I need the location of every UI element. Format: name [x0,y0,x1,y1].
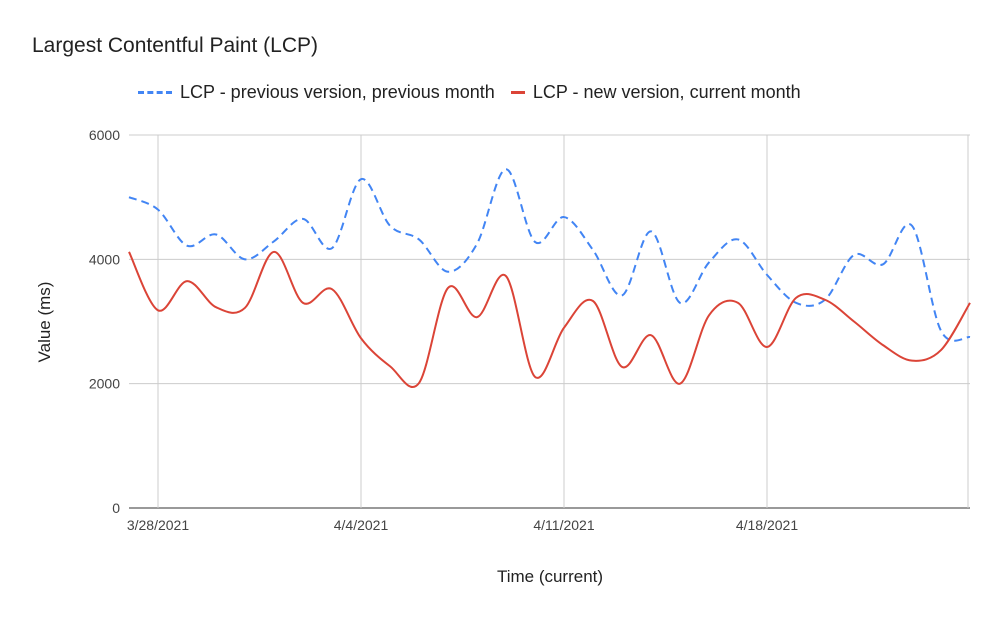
y-tick-label: 4000 [89,251,120,267]
series-line-previous [128,168,971,342]
x-tick-label: 4/4/2021 [334,517,389,533]
legend-label-new: LCP - new version, current month [532,82,801,102]
chart-title: Largest Contentful Paint (LCP) [32,34,318,57]
y-tick-label: 6000 [89,127,120,143]
legend-swatch-new [510,91,525,94]
x-tick-label: 4/11/2021 [533,517,594,533]
x-tick-label: 3/28/2021 [127,517,189,533]
legend-swatch-previous [138,91,172,94]
legend: LCP - previous version, previous month L… [138,82,801,103]
y-tick-label: 0 [112,500,120,516]
legend-item-previous[interactable]: LCP - previous version, previous month [138,82,495,103]
legend-item-new[interactable]: LCP - new version, current month [510,82,801,103]
y-tick-label: 2000 [89,376,120,392]
legend-label-previous: LCP - previous version, previous month [180,82,495,102]
x-tick-label: 4/18/2021 [736,517,798,533]
series-line-new [128,250,971,388]
x-axis-label: Time (current) [496,567,604,586]
